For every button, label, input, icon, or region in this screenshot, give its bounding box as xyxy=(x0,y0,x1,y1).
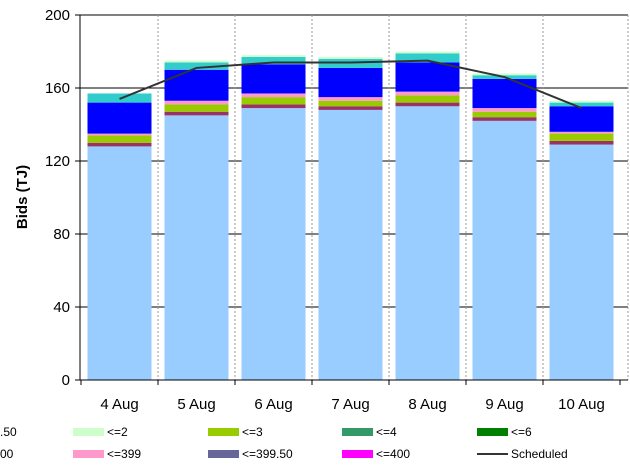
legend-label: <=400 xyxy=(376,447,410,461)
bar-segment xyxy=(472,120,537,380)
bar-segment xyxy=(241,55,306,57)
legend-label: 00 xyxy=(0,447,14,461)
y-tick-label: 40 xyxy=(53,299,70,316)
bar-segment xyxy=(241,104,306,109)
legend: .50 <=2 <=3 <=4 <=6 00 <=399 <=399.50 <=400 Sched… xyxy=(0,425,568,461)
bar-segment xyxy=(549,131,614,134)
bar-segment xyxy=(241,97,306,105)
plot-area xyxy=(79,14,629,381)
legend-swatch xyxy=(208,428,239,436)
bar-segment xyxy=(472,78,537,109)
bar-segment xyxy=(395,102,460,107)
bar-segment xyxy=(472,108,537,112)
bar-segment xyxy=(164,115,229,380)
y-tick-label: 160 xyxy=(45,80,70,97)
legend-swatch xyxy=(208,450,239,458)
scheduled-line xyxy=(119,59,582,110)
legend-label: Scheduled xyxy=(511,447,568,461)
bar-segment xyxy=(549,102,614,107)
legend-label: <=4 xyxy=(376,425,397,439)
bar-segment xyxy=(549,106,614,132)
legend-swatch xyxy=(342,450,373,458)
legend-label: <=6 xyxy=(511,425,532,439)
bar-segment xyxy=(318,67,383,98)
x-tick-label: 6 Aug xyxy=(254,396,292,413)
x-axis-ticks: 4 Aug 5 Aug 6 Aug 7 Aug 8 Aug 9 Aug 10 Aug xyxy=(80,380,621,413)
bar-segment xyxy=(241,108,306,380)
bar-segment xyxy=(395,106,460,380)
x-tick-label: 4 Aug xyxy=(100,396,138,413)
bar-segment xyxy=(87,142,152,147)
bar-segment xyxy=(87,146,152,380)
x-tick-label: 8 Aug xyxy=(408,396,446,413)
bar-segment xyxy=(549,100,614,103)
bar-segment xyxy=(164,100,229,105)
legend-swatch xyxy=(73,450,104,458)
bar-segment xyxy=(549,144,614,380)
bar-segment xyxy=(241,64,306,94)
bar-segment xyxy=(472,117,537,121)
bar-segment xyxy=(241,93,306,98)
bar-segment xyxy=(241,56,306,65)
y-axis-title: Bids (TJ) xyxy=(14,165,31,229)
x-tick-label: 10 Aug xyxy=(558,396,605,413)
legend-label: <=399.50 xyxy=(242,447,293,461)
bar-segment xyxy=(395,51,460,54)
bar-segment xyxy=(87,133,152,136)
bar-segment xyxy=(318,56,383,59)
y-tick-label: 120 xyxy=(45,153,70,170)
y-tick-label: 80 xyxy=(53,226,70,243)
bar-segment xyxy=(164,62,229,70)
bar-segment xyxy=(164,104,229,112)
bar-segment xyxy=(395,95,460,103)
y-tick-label: 0 xyxy=(62,372,70,389)
bar-segment xyxy=(395,53,460,63)
bar-segment xyxy=(164,111,229,116)
bar-segment xyxy=(549,140,614,145)
bar-segment xyxy=(87,102,152,134)
bar-segment xyxy=(472,73,537,76)
x-tick-label: 7 Aug xyxy=(331,396,369,413)
legend-label: <=3 xyxy=(242,425,263,439)
bar-segment xyxy=(318,100,383,107)
legend-swatch xyxy=(342,428,373,436)
y-axis-ticks: 0 40 80 120 160 200 xyxy=(45,7,80,389)
legend-swatch xyxy=(73,428,104,436)
legend-label: .50 xyxy=(0,425,17,439)
x-tick-label: 5 Aug xyxy=(177,396,215,413)
bar-segment xyxy=(164,60,229,63)
legend-label: <=399 xyxy=(107,447,141,461)
x-tick-label: 9 Aug xyxy=(485,396,523,413)
legend-swatch xyxy=(477,428,508,436)
bar-segment xyxy=(395,62,460,92)
bar-segment xyxy=(472,111,537,118)
bar-segment xyxy=(87,135,152,143)
bar-segment xyxy=(164,69,229,101)
scheduled-series xyxy=(119,59,582,110)
legend-label: <=2 xyxy=(107,425,128,439)
bar-segment xyxy=(318,97,383,101)
bar-segment xyxy=(549,133,614,141)
bar-stacks xyxy=(87,51,614,381)
y-tick-label: 200 xyxy=(45,7,70,24)
bar-segment xyxy=(395,91,460,96)
bar-segment xyxy=(318,109,383,381)
bar-segment xyxy=(318,106,383,110)
